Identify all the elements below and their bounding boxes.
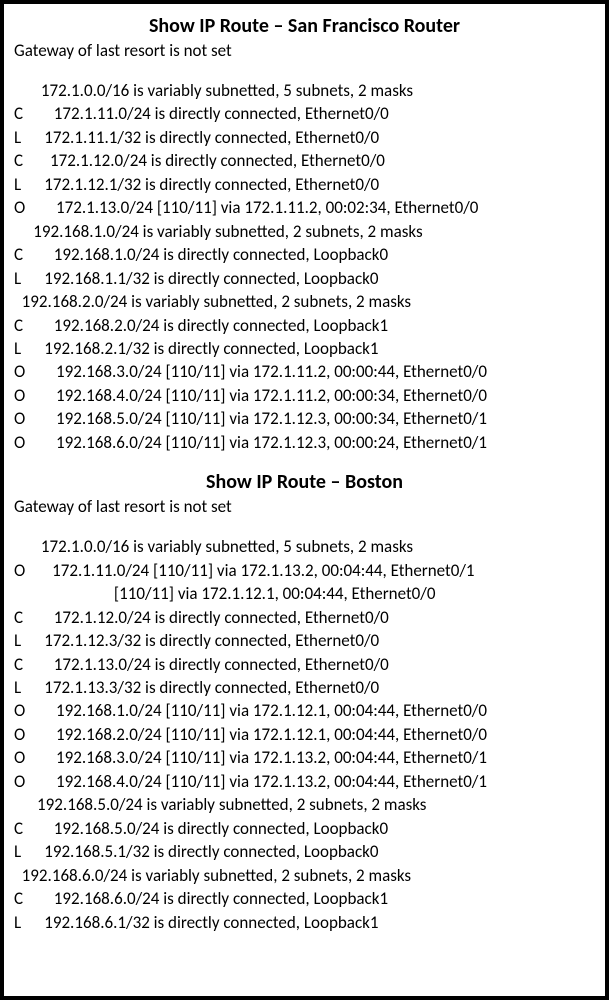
route-line: C 192.168.5.0/24 is directly connected, … [14, 817, 595, 840]
route-line: L 172.1.12.1/32 is directly connected, E… [14, 173, 595, 196]
section-title-boston: Show IP Route – Boston [14, 470, 595, 494]
route-line: L 172.1.12.3/32 is directly connected, E… [14, 629, 595, 652]
route-line: O 192.168.1.0/24 [110/11] via 172.1.12.1… [14, 699, 595, 722]
route-line: C 192.168.1.0/24 is directly connected, … [14, 243, 595, 266]
route-line: 192.168.5.0/24 is variably subnetted, 2 … [14, 793, 595, 816]
route-line: O 172.1.11.0/24 [110/11] via 172.1.13.2,… [14, 559, 595, 582]
route-line: L 192.168.1.1/32 is directly connected, … [14, 267, 595, 290]
route-line: L 172.1.11.1/32 is directly connected, E… [14, 126, 595, 149]
route-line: O 192.168.3.0/24 [110/11] via 172.1.11.2… [14, 360, 595, 383]
route-line: O 192.168.4.0/24 [110/11] via 172.1.11.2… [14, 384, 595, 407]
gateway-text-boston: Gateway of last resort is not set [14, 496, 595, 517]
route-line: L 192.168.2.1/32 is directly connected, … [14, 337, 595, 360]
route-lines-boston: 172.1.0.0/16 is variably subnetted, 5 su… [14, 535, 595, 934]
route-line: O 192.168.3.0/24 [110/11] via 172.1.13.2… [14, 746, 595, 769]
route-line: C 192.168.6.0/24 is directly connected, … [14, 887, 595, 910]
route-line: O 192.168.5.0/24 [110/11] via 172.1.12.3… [14, 407, 595, 430]
route-line: C 172.1.11.0/24 is directly connected, E… [14, 102, 595, 125]
route-line: 172.1.0.0/16 is variably subnetted, 5 su… [14, 79, 595, 102]
route-line: L 172.1.13.3/32 is directly connected, E… [14, 676, 595, 699]
route-table-container: Show IP Route – San Francisco Router Gat… [0, 0, 609, 1000]
route-line: O 192.168.4.0/24 [110/11] via 172.1.13.2… [14, 770, 595, 793]
route-line: O 192.168.6.0/24 [110/11] via 172.1.12.3… [14, 431, 595, 454]
section-title-sf: Show IP Route – San Francisco Router [14, 14, 595, 38]
route-line: L 192.168.6.1/32 is directly connected, … [14, 911, 595, 934]
route-line: C 192.168.2.0/24 is directly connected, … [14, 314, 595, 337]
route-line: C 172.1.12.0/24 is directly connected, E… [14, 149, 595, 172]
route-line: L 192.168.5.1/32 is directly connected, … [14, 840, 595, 863]
route-line: O 192.168.2.0/24 [110/11] via 172.1.12.1… [14, 723, 595, 746]
section-boston: Show IP Route – Boston Gateway of last r… [14, 470, 595, 934]
route-line: 192.168.6.0/24 is variably subnetted, 2 … [14, 864, 595, 887]
route-lines-sf: 172.1.0.0/16 is variably subnetted, 5 su… [14, 79, 595, 454]
route-line: C 172.1.12.0/24 is directly connected, E… [14, 606, 595, 629]
route-line: [110/11] via 172.1.12.1, 00:04:44, Ether… [14, 582, 595, 605]
section-gap [14, 454, 595, 468]
section-san-francisco: Show IP Route – San Francisco Router Gat… [14, 14, 595, 454]
route-line: 192.168.2.0/24 is variably subnetted, 2 … [14, 290, 595, 313]
route-line: C 172.1.13.0/24 is directly connected, E… [14, 653, 595, 676]
route-line: 172.1.0.0/16 is variably subnetted, 5 su… [14, 535, 595, 558]
route-line: O 172.1.13.0/24 [110/11] via 172.1.11.2,… [14, 196, 595, 219]
gateway-text-sf: Gateway of last resort is not set [14, 40, 595, 61]
route-line: 192.168.1.0/24 is variably subnetted, 2 … [14, 220, 595, 243]
